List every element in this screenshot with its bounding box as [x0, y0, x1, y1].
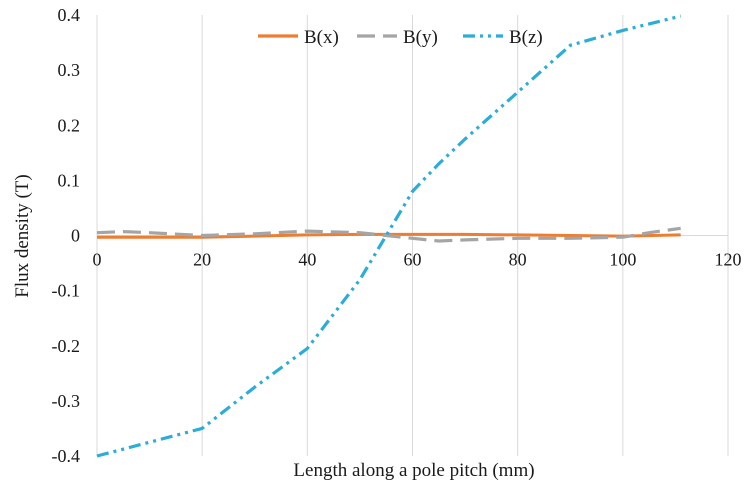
series-layer	[96, 14, 682, 458]
y-tick-label: 0.1	[58, 170, 81, 190]
y-tick-label: -0.1	[52, 281, 81, 301]
x-tick-label: 40	[298, 250, 316, 270]
legend-label: B(x)	[304, 27, 339, 48]
legend: B(x) B(y) B(z)	[258, 27, 543, 48]
x-axis-title: Length along a pole pitch (mm)	[293, 460, 534, 481]
y-tick-label: 0	[71, 226, 80, 246]
y-axis-title: Flux density (T)	[12, 174, 33, 298]
x-tick-label: 80	[509, 250, 527, 270]
label-layer: 0 20 40 60 80 100 120 0.4 0.3 0.2 0.1 0 -0.1 -0.2 -0.3…	[52, 5, 742, 466]
legend-label: B(y)	[403, 27, 438, 48]
y-tick-label: -0.2	[52, 336, 81, 356]
x-tick-label: 120	[715, 250, 742, 270]
x-tick-label: 60	[404, 250, 422, 270]
x-tick-label: 100	[609, 250, 636, 270]
y-tick-label: 0.2	[58, 115, 81, 135]
y-tick-label: -0.4	[52, 446, 81, 466]
series-line-by	[96, 226, 681, 243]
x-tick-label: 0	[93, 250, 102, 270]
y-tick-label: 0.4	[58, 5, 81, 25]
y-tick-label: 0.3	[58, 60, 81, 80]
series-line-bz	[96, 14, 682, 458]
y-tick-label: -0.3	[52, 391, 81, 411]
x-tick-label: 20	[193, 250, 211, 270]
legend-label: B(z)	[509, 27, 543, 48]
